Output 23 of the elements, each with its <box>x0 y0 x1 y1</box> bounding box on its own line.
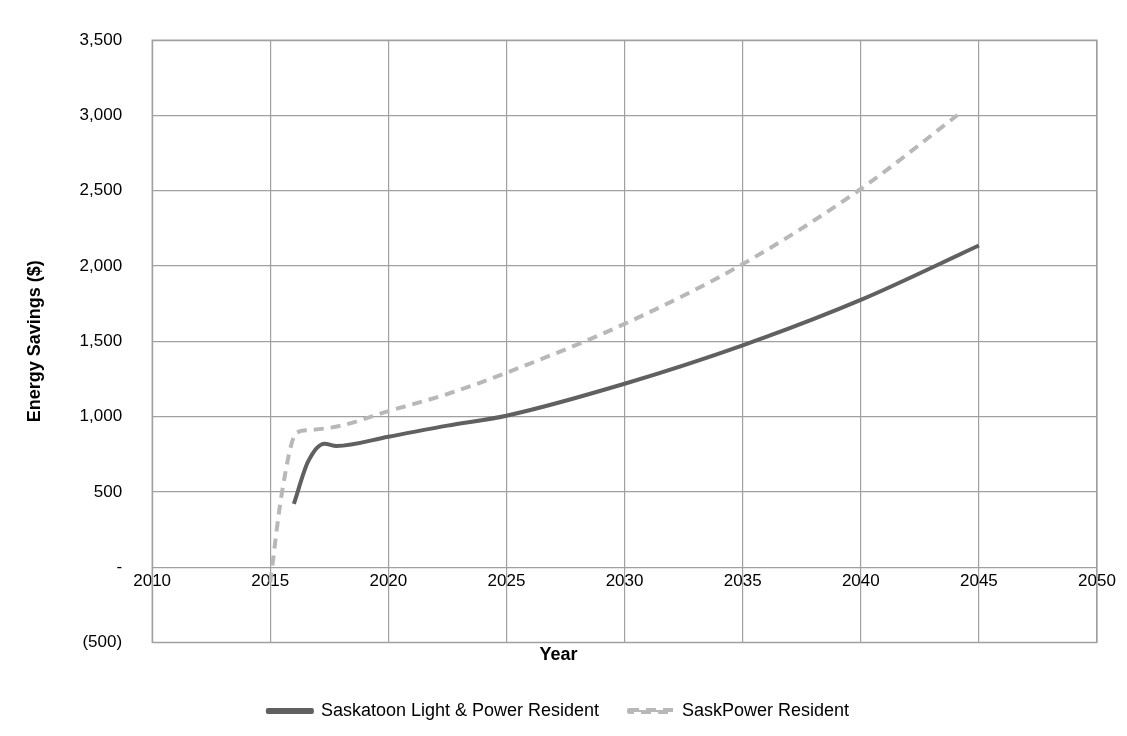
y-tick-label: 3,000 <box>79 105 123 125</box>
x-tick-label: 2035 <box>723 571 762 591</box>
x-tick-label: 2010 <box>133 571 172 591</box>
y-tick-label: 1,000 <box>79 406 123 426</box>
y-tick-label: 3,500 <box>79 29 123 49</box>
y-tick-label: 2,500 <box>79 180 123 200</box>
x-axis-title: Year <box>539 644 578 665</box>
y-tick-label: (500) <box>82 632 123 652</box>
legend-label: SaskPower Resident <box>682 699 850 720</box>
x-tick-label: 2045 <box>959 571 998 591</box>
y-tick-label: 1,500 <box>79 330 123 350</box>
y-tick-label: 2,000 <box>79 255 123 275</box>
line-series <box>291 243 981 506</box>
y-axis-title: Energy Savings ($) <box>23 260 44 423</box>
y-tick-label: - <box>116 556 123 576</box>
x-tick-label: 2040 <box>841 571 880 591</box>
x-tick-label: 2030 <box>605 571 644 591</box>
x-tick-label: 2020 <box>369 571 408 591</box>
x-tick-label: 2050 <box>1078 571 1116 591</box>
legend-label: Saskatoon Light & Power Resident <box>320 699 600 720</box>
y-tick-label: 500 <box>93 481 123 501</box>
x-tick-label: 2015 <box>251 571 290 591</box>
x-tick-label: 2025 <box>487 571 526 591</box>
